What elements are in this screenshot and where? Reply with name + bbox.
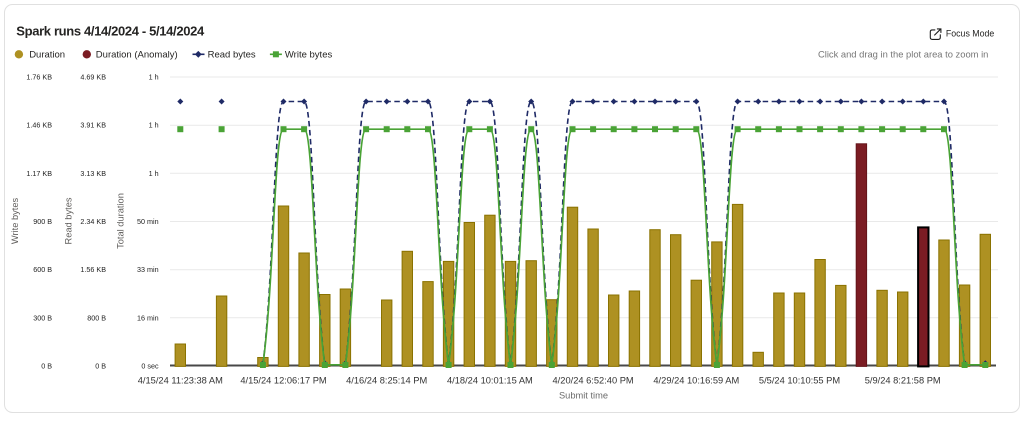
svg-text:Duration: Duration xyxy=(29,50,65,61)
svg-text:1.17 KB: 1.17 KB xyxy=(26,169,52,178)
svg-text:Submit time: Submit time xyxy=(559,391,608,401)
svg-text:4/20/24 6:52:40 PM: 4/20/24 6:52:40 PM xyxy=(553,376,634,386)
svg-text:900 B: 900 B xyxy=(33,217,52,226)
svg-text:1.76 KB: 1.76 KB xyxy=(26,73,52,82)
svg-text:800 B: 800 B xyxy=(87,313,106,322)
svg-text:5/9/24 8:21:58 PM: 5/9/24 8:21:58 PM xyxy=(865,376,941,386)
svg-text:Click and drag in the plot are: Click and drag in the plot area to zoom … xyxy=(818,49,988,60)
svg-text:600 B: 600 B xyxy=(33,265,52,274)
svg-text:0 sec: 0 sec xyxy=(141,362,159,371)
svg-text:4/16/24 8:25:14 PM: 4/16/24 8:25:14 PM xyxy=(346,376,427,386)
svg-text:1.46 KB: 1.46 KB xyxy=(26,121,52,130)
svg-text:1 h: 1 h xyxy=(149,121,159,130)
svg-text:1.56 KB: 1.56 KB xyxy=(80,265,106,274)
svg-text:Write bytes: Write bytes xyxy=(285,50,333,61)
svg-text:4/18/24 10:01:15 AM: 4/18/24 10:01:15 AM xyxy=(447,376,533,386)
svg-text:3.91 KB: 3.91 KB xyxy=(80,121,106,130)
svg-text:0 B: 0 B xyxy=(41,362,52,371)
svg-text:Focus Mode: Focus Mode xyxy=(946,29,995,39)
svg-text:5/5/24 10:10:55 PM: 5/5/24 10:10:55 PM xyxy=(759,376,840,386)
svg-text:16 min: 16 min xyxy=(137,313,159,322)
svg-text:0 B: 0 B xyxy=(95,362,106,371)
svg-text:50 min: 50 min xyxy=(137,217,159,226)
svg-text:1 h: 1 h xyxy=(149,169,159,178)
svg-text:3.13 KB: 3.13 KB xyxy=(80,169,106,178)
svg-text:Read bytes: Read bytes xyxy=(208,50,256,61)
svg-text:Read bytes: Read bytes xyxy=(64,197,74,244)
svg-text:33 min: 33 min xyxy=(137,265,159,274)
svg-text:Write bytes: Write bytes xyxy=(10,197,20,244)
svg-text:4/15/24 11:23:38 AM: 4/15/24 11:23:38 AM xyxy=(138,376,223,386)
svg-text:4/29/24 10:16:59 AM: 4/29/24 10:16:59 AM xyxy=(653,376,739,386)
svg-text:Spark runs 4/14/2024 - 5/14/20: Spark runs 4/14/2024 - 5/14/2024 xyxy=(16,24,205,39)
svg-text:1 h: 1 h xyxy=(149,73,159,82)
svg-text:300 B: 300 B xyxy=(33,313,52,322)
svg-text:2.34 KB: 2.34 KB xyxy=(80,217,106,226)
svg-text:Total duration: Total duration xyxy=(116,193,126,249)
svg-text:Duration (Anomaly): Duration (Anomaly) xyxy=(96,50,178,61)
svg-text:4.69 KB: 4.69 KB xyxy=(80,73,106,82)
svg-text:4/15/24 12:06:17 PM: 4/15/24 12:06:17 PM xyxy=(240,376,326,386)
